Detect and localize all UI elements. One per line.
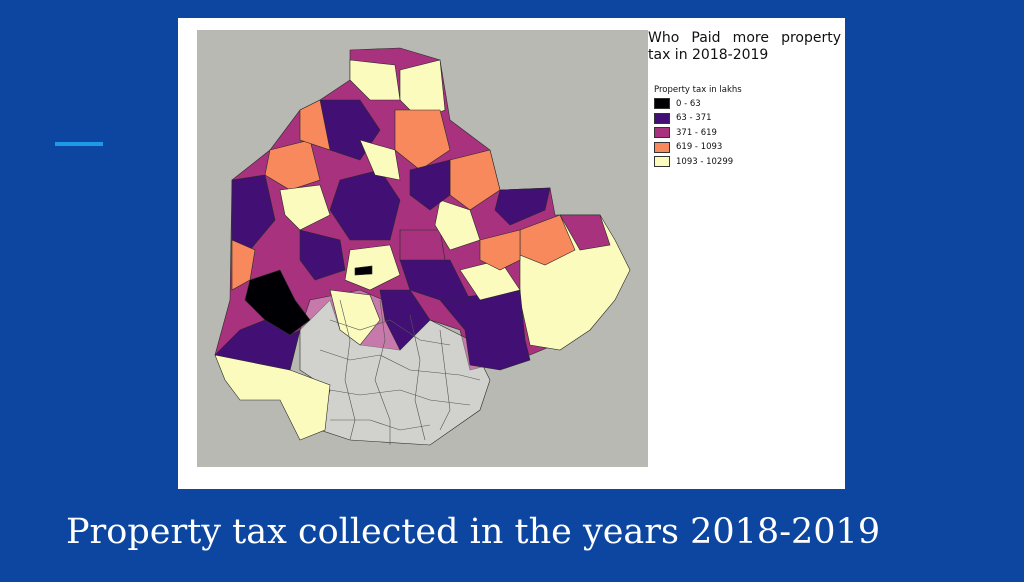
legend-item: 1093 - 10299 <box>654 156 734 168</box>
ward <box>299 229 346 281</box>
legend-swatch <box>654 141 670 153</box>
legend-swatch <box>654 98 670 109</box>
ward <box>279 184 331 231</box>
legend-label: 63 - 371 <box>676 113 712 124</box>
ward <box>379 289 431 351</box>
ward <box>359 139 401 181</box>
legend-item: 0 - 63 <box>654 98 701 109</box>
wards <box>214 47 631 446</box>
ward <box>399 259 471 301</box>
legend-swatch <box>654 127 670 139</box>
legend-item: 63 - 371 <box>654 112 712 124</box>
map <box>197 30 648 467</box>
ward <box>479 229 521 271</box>
ward <box>344 244 401 291</box>
legend-title: Property tax in lakhs <box>654 85 742 95</box>
ward <box>299 99 331 151</box>
legend-label: 619 - 1093 <box>676 142 723 153</box>
legend-label: 371 - 619 <box>676 127 717 138</box>
ward <box>231 174 276 251</box>
ward <box>244 269 311 336</box>
ward <box>494 187 551 226</box>
ward <box>559 214 611 251</box>
legend-item: 619 - 1093 <box>654 141 723 153</box>
ward <box>409 159 451 211</box>
ward <box>349 59 401 101</box>
ward <box>439 289 531 371</box>
unmapped-ward-lines <box>319 299 481 445</box>
accent-line <box>55 142 103 146</box>
ward <box>434 199 481 251</box>
ward <box>354 265 373 276</box>
legend-label: 0 - 63 <box>676 98 701 109</box>
ward <box>329 289 381 346</box>
map-title: Who Paid more property tax in 2018-2019 <box>648 30 841 63</box>
ward <box>214 319 301 371</box>
slide-title: Property tax collected in the years 2018… <box>66 512 881 552</box>
legend-label: 1093 - 10299 <box>676 156 734 167</box>
map-panel: Who Paid more property tax in 2018-2019 … <box>178 18 845 489</box>
ward <box>394 109 451 171</box>
legend-swatch <box>654 112 670 124</box>
ward <box>264 139 321 191</box>
legend-swatch <box>654 156 670 168</box>
legend-item: 371 - 619 <box>654 127 717 139</box>
